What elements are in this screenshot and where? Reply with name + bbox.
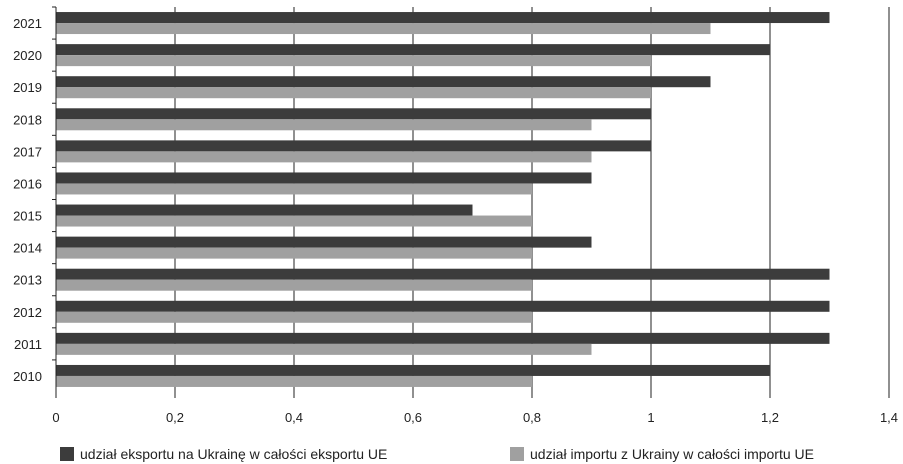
- bar-import-2019: [56, 87, 651, 99]
- bar-import-2011: [56, 343, 592, 355]
- y-tick-label: 2015: [13, 209, 42, 224]
- bar-import-2013: [56, 279, 532, 291]
- bars: [56, 12, 830, 387]
- x-tick-label: 0,8: [523, 410, 541, 425]
- bar-import-2016: [56, 183, 532, 195]
- bar-export-2013: [56, 268, 830, 280]
- bar-import-2012: [56, 311, 532, 323]
- bar-export-2021: [56, 12, 830, 24]
- grid-lines: [174, 7, 890, 398]
- bar-export-2011: [56, 332, 830, 344]
- y-tick-label: 2014: [13, 241, 42, 256]
- x-tick-label: 1,4: [880, 410, 898, 425]
- bar-import-2021: [56, 23, 711, 35]
- x-axis-labels: 0 0,2 0,4 0,6 0,8 1 1,2 1,4: [52, 410, 898, 425]
- y-tick-label: 2021: [13, 16, 42, 31]
- y-axis-labels: 2021 2020 2019 2018 2017 2016 2015 2014 2013 2012…: [13, 6, 56, 384]
- bar-import-2017: [56, 151, 592, 163]
- bar-import-2014: [56, 247, 532, 259]
- bar-import-2010: [56, 375, 532, 387]
- y-tick-label: 2017: [13, 144, 42, 159]
- legend-swatch: [510, 447, 524, 461]
- x-tick-label: 0: [52, 410, 59, 425]
- legend-swatch: [60, 447, 74, 461]
- x-tick-label: 0,4: [285, 410, 303, 425]
- legend-label: udział eksportu na Ukrainę w całości eks…: [80, 446, 387, 462]
- x-tick-label: 0,2: [166, 410, 184, 425]
- bar-export-2010: [56, 364, 770, 376]
- legend-label: udział importu z Ukrainy w całości impor…: [530, 446, 814, 462]
- y-tick-label: 2010: [13, 369, 42, 384]
- bar-export-2018: [56, 108, 651, 120]
- bar-export-2020: [56, 44, 770, 56]
- y-tick-label: 2018: [13, 112, 42, 127]
- x-tick-label: 0,6: [404, 410, 422, 425]
- y-tick-label: 2012: [13, 305, 42, 320]
- bar-export-2016: [56, 172, 592, 184]
- bar-export-2015: [56, 204, 473, 216]
- y-tick-label: 2020: [13, 48, 42, 63]
- legend: udział eksportu na Ukrainę w całości eks…: [60, 446, 814, 462]
- y-tick-label: 2019: [13, 80, 42, 95]
- bar-export-2019: [56, 76, 711, 88]
- bar-export-2017: [56, 140, 651, 152]
- bar-import-2018: [56, 119, 592, 131]
- bar-import-2020: [56, 55, 651, 67]
- y-tick-label: 2016: [13, 176, 42, 191]
- y-tick-label: 2011: [14, 337, 42, 352]
- x-tick-label: 1,2: [761, 410, 779, 425]
- bar-export-2012: [56, 300, 830, 312]
- bar-import-2015: [56, 215, 532, 227]
- x-tick-label: 1: [647, 410, 654, 425]
- bar-export-2014: [56, 236, 592, 248]
- y-tick-label: 2013: [13, 273, 42, 288]
